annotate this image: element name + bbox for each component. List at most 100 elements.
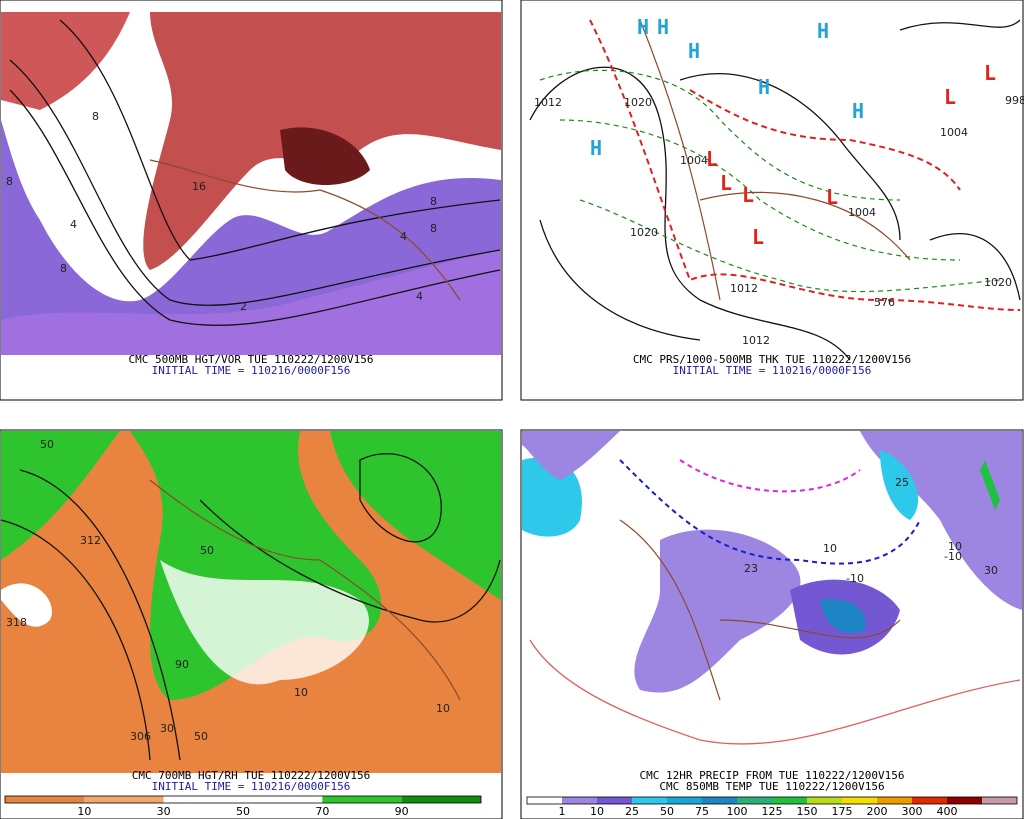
high-label: H — [758, 75, 770, 99]
panel-pressure: H H H H H H H L L L L L L L 1012 1020 10… — [520, 0, 1024, 401]
height-contour — [199, 499, 501, 623]
vorticity-core — [280, 127, 370, 185]
high-label: H — [637, 15, 649, 39]
panel-caption: CMC 500MB HGT/VOR TUE 110222/1200V156 — [128, 353, 373, 366]
isotherm — [679, 459, 861, 493]
coastline — [149, 159, 461, 301]
colorbar-swatch — [5, 796, 85, 803]
isobar — [899, 19, 1021, 31]
colorbar-label: 70 — [315, 805, 329, 818]
map-label: 50 — [200, 544, 214, 557]
colorbar-swatch — [401, 796, 481, 803]
isobar-label: 1012 — [534, 96, 562, 109]
isobar — [539, 219, 701, 341]
high-label: H — [657, 15, 669, 39]
colorbar-swatch — [982, 797, 1017, 804]
map-label: 50 — [40, 438, 54, 451]
colorbar-swatch — [772, 797, 807, 804]
colorbar-swatch — [562, 797, 597, 804]
high-label: H — [817, 19, 829, 43]
low-label: L — [944, 85, 956, 109]
thickness-contour — [579, 199, 1001, 293]
panel-subcaption: INITIAL TIME = 110216/0000F156 — [673, 364, 872, 377]
map-label: 10 — [436, 702, 450, 715]
colorbar-label: 150 — [797, 805, 818, 818]
map-label: 10 — [948, 540, 962, 553]
colorbar-swatch — [527, 797, 562, 804]
panel-500mb: 8 8 4 8 16 8 8 4 2 4 CMC 500MB HGT/VOR T… — [0, 0, 503, 401]
colorbar-swatch — [322, 796, 402, 803]
colorbar-label: 175 — [832, 805, 853, 818]
isobar-label: 1020 — [624, 96, 652, 109]
height-contour — [0, 519, 151, 761]
panel-subcaption: INITIAL TIME = 110216/0000F156 — [152, 364, 351, 377]
colorbar-swatch — [912, 797, 947, 804]
map-label: 25 — [895, 476, 909, 489]
isobar-label: 1012 — [730, 282, 758, 295]
height-contour — [359, 453, 442, 543]
low-label: L — [742, 183, 754, 207]
colorbar: 10 30 50 70 90 — [4, 795, 482, 818]
colorbar-label: 50 — [660, 805, 674, 818]
map-label: 10 — [294, 686, 308, 699]
colorbar-label: 125 — [762, 805, 783, 818]
coastline — [639, 19, 911, 301]
panel-subcaption: CMC 850MB TEMP TUE 110222/1200V156 — [659, 780, 884, 793]
isobar-label: 1020 — [984, 276, 1012, 289]
map-label: 30 — [984, 564, 998, 577]
colorbar-swatch — [597, 797, 632, 804]
precip-area — [980, 460, 1000, 510]
colorbar-swatch — [667, 797, 702, 804]
map-label: 306 — [130, 730, 151, 743]
map-label: -10 — [944, 550, 962, 563]
isotherm — [619, 459, 921, 565]
isobar-label: 1004 — [940, 126, 968, 139]
map-label: 318 — [6, 616, 27, 629]
panel-caption: CMC 12HR PRECIP FROM TUE 110222/1200V156 — [640, 769, 905, 782]
thickness-contour — [559, 119, 961, 261]
height-contour — [19, 469, 181, 761]
colorbar-outline — [4, 795, 482, 804]
high-label: H — [688, 39, 700, 63]
panel-caption: CMC 700MB HGT/RH TUE 110222/1200V156 — [132, 769, 370, 782]
colorbar-label: 10 — [77, 805, 91, 818]
map-label: -10 — [846, 572, 864, 585]
isobar-label: 1012 — [742, 334, 770, 347]
map-label: 50 — [194, 730, 208, 743]
precip-area — [880, 450, 919, 520]
isobar-label: 1020 — [630, 226, 658, 239]
precip-area — [820, 599, 866, 634]
height-contour — [9, 59, 501, 306]
colorbar-label: 400 — [937, 805, 958, 818]
panel-frame — [520, 0, 1024, 401]
colorbar: 1 10 25 50 75 100 125 150 175 200 300 400 — [526, 796, 1018, 818]
precip-area — [522, 457, 582, 537]
low-label: L — [826, 185, 838, 209]
colorbar-swatch — [737, 797, 772, 804]
isobar-label: 1004 — [680, 154, 708, 167]
colorbar-label: 200 — [867, 805, 888, 818]
colorbar-swatch — [84, 796, 164, 803]
isobar — [929, 233, 1021, 301]
colorbar-label: 25 — [625, 805, 639, 818]
map-label: 4 — [400, 230, 407, 243]
map-label: 2 — [240, 300, 247, 313]
moderate-rh — [160, 560, 369, 685]
colorbar-swatch — [632, 797, 667, 804]
map-label: 16 — [192, 180, 206, 193]
map-label: 30 — [160, 722, 174, 735]
colorbar-swatch — [947, 797, 982, 804]
isotherm — [529, 639, 1021, 745]
panel-precip: 25 23 10 -10 10 -10 30 CMC 12HR PRECIP F… — [520, 429, 1024, 819]
moderate-rh — [1, 583, 52, 627]
colorbar-label: 75 — [695, 805, 709, 818]
height-contour — [9, 89, 501, 326]
map-label: 8 — [92, 110, 99, 123]
low-label: L — [720, 171, 732, 195]
coastline — [619, 519, 901, 701]
map-label: 90 — [175, 658, 189, 671]
coastline — [149, 479, 461, 701]
map-label: 10 — [823, 542, 837, 555]
